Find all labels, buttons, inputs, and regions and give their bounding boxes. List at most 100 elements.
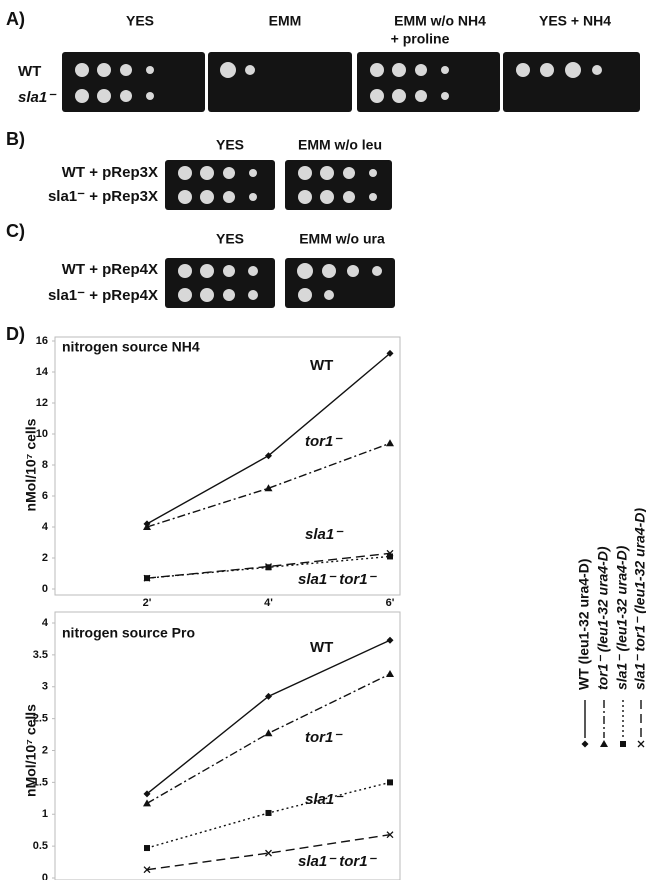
colony-spot [298,190,312,204]
marker [265,809,272,816]
y-tick-label: 6 [42,490,48,502]
y-axis-label: nMol/10⁷ cells [23,704,39,797]
y-tick-label: 2.5 [33,713,48,725]
colony-spot [120,90,132,102]
colony-spot [565,62,581,78]
y-tick-label: 14 [36,366,49,378]
y-tick-label: 0.5 [33,840,48,852]
panel-label: B) [6,129,25,149]
marker [265,849,272,857]
plate [165,258,275,308]
colony-spot [223,289,235,301]
colony-spot [392,63,406,77]
y-tick-label: 10 [36,428,48,440]
colony-spot [343,191,355,203]
colony-spot [322,264,336,278]
y-tick-label: 1 [42,808,48,820]
plate [165,160,275,210]
marker [386,439,394,447]
annotation: WT [310,639,333,656]
plates [62,52,640,308]
colony-spot [178,288,192,302]
row-label: WT + pRep4X [62,261,158,278]
marker [620,741,626,747]
colony-spot [75,63,89,77]
plate [357,52,500,112]
marker [143,574,151,582]
row-label: sla1⁻ [18,89,57,106]
row-label: WT [18,63,41,80]
row-label: WT + pRep3X [62,164,158,181]
marker [265,452,272,460]
annotation: sla1⁻ [305,791,344,808]
y-tick-label: 4 [42,521,49,533]
marker [143,866,151,874]
colony-spot [441,66,449,74]
y-tick-label: 4 [42,617,49,629]
y-tick-label: 12 [36,397,48,409]
series-line [146,552,391,579]
marker [264,484,273,492]
marker [386,831,394,839]
y-tick-label: 2 [42,744,48,756]
marker [386,636,394,644]
colony-spot [347,265,359,277]
y-tick-label: 8 [42,459,48,471]
marker [264,729,273,737]
marker [387,779,393,786]
colony-spot [248,290,258,300]
column-header: YES + NH4 [539,13,611,29]
annotation: WT [310,357,333,374]
x-tick-label: 6' [386,597,395,609]
colony-spot [540,63,554,77]
series-line [146,442,391,528]
colony-spot [146,92,154,100]
y-tick-label: 0 [42,583,48,595]
annotation: sla1⁻ [305,526,344,543]
plate [62,52,205,112]
plate [503,52,640,112]
colony-spot [120,64,132,76]
column-header: + proline [391,31,450,47]
marker [637,740,645,748]
colony-spot [200,166,214,180]
colony-spot [392,89,406,103]
column-header: EMM w/o leu [298,137,382,153]
colony-spot [249,193,257,201]
colony-spot [370,89,384,103]
series-line [146,833,391,871]
colony-spot [200,264,214,278]
marker [265,563,272,570]
chart-frame [54,336,401,596]
x-tick-label: 2' [143,597,152,609]
colony-spot [298,288,312,302]
marker [143,799,151,807]
colony-spot [372,266,382,276]
y-tick-label: 2 [42,552,48,564]
chart-title: nitrogen source NH4 [62,339,200,355]
colony-spot [320,190,334,204]
colony-spot [223,265,235,277]
y-tick-label: 0 [42,872,48,880]
row-label: sla1⁻ + pRep3X [48,188,158,205]
colony-spot [223,191,235,203]
marker [386,549,394,557]
annotation: tor1⁻ [305,433,343,450]
column-header: YES [126,13,154,29]
colony-spot [298,166,312,180]
column-header: EMM w/o NH4 [394,13,486,29]
panel-label: A) [6,9,25,29]
legend-label: WT (leu1-32 ura4-D) [576,559,592,690]
marker [143,523,151,530]
column-header: EMM [269,13,302,29]
y-axis-label: nMol/10⁷ cells [23,418,39,511]
column-header: EMM w/o ura [299,231,385,247]
marker [581,740,589,748]
legend-label: sla1⁻ tor1⁻ (leu1-32 ura4-D) [632,508,646,690]
marker [144,845,150,852]
chart-title: nitrogen source Pro [62,625,195,641]
colony-spot [178,190,192,204]
y-tick-label: 1.5 [33,776,48,788]
marker [386,349,394,357]
